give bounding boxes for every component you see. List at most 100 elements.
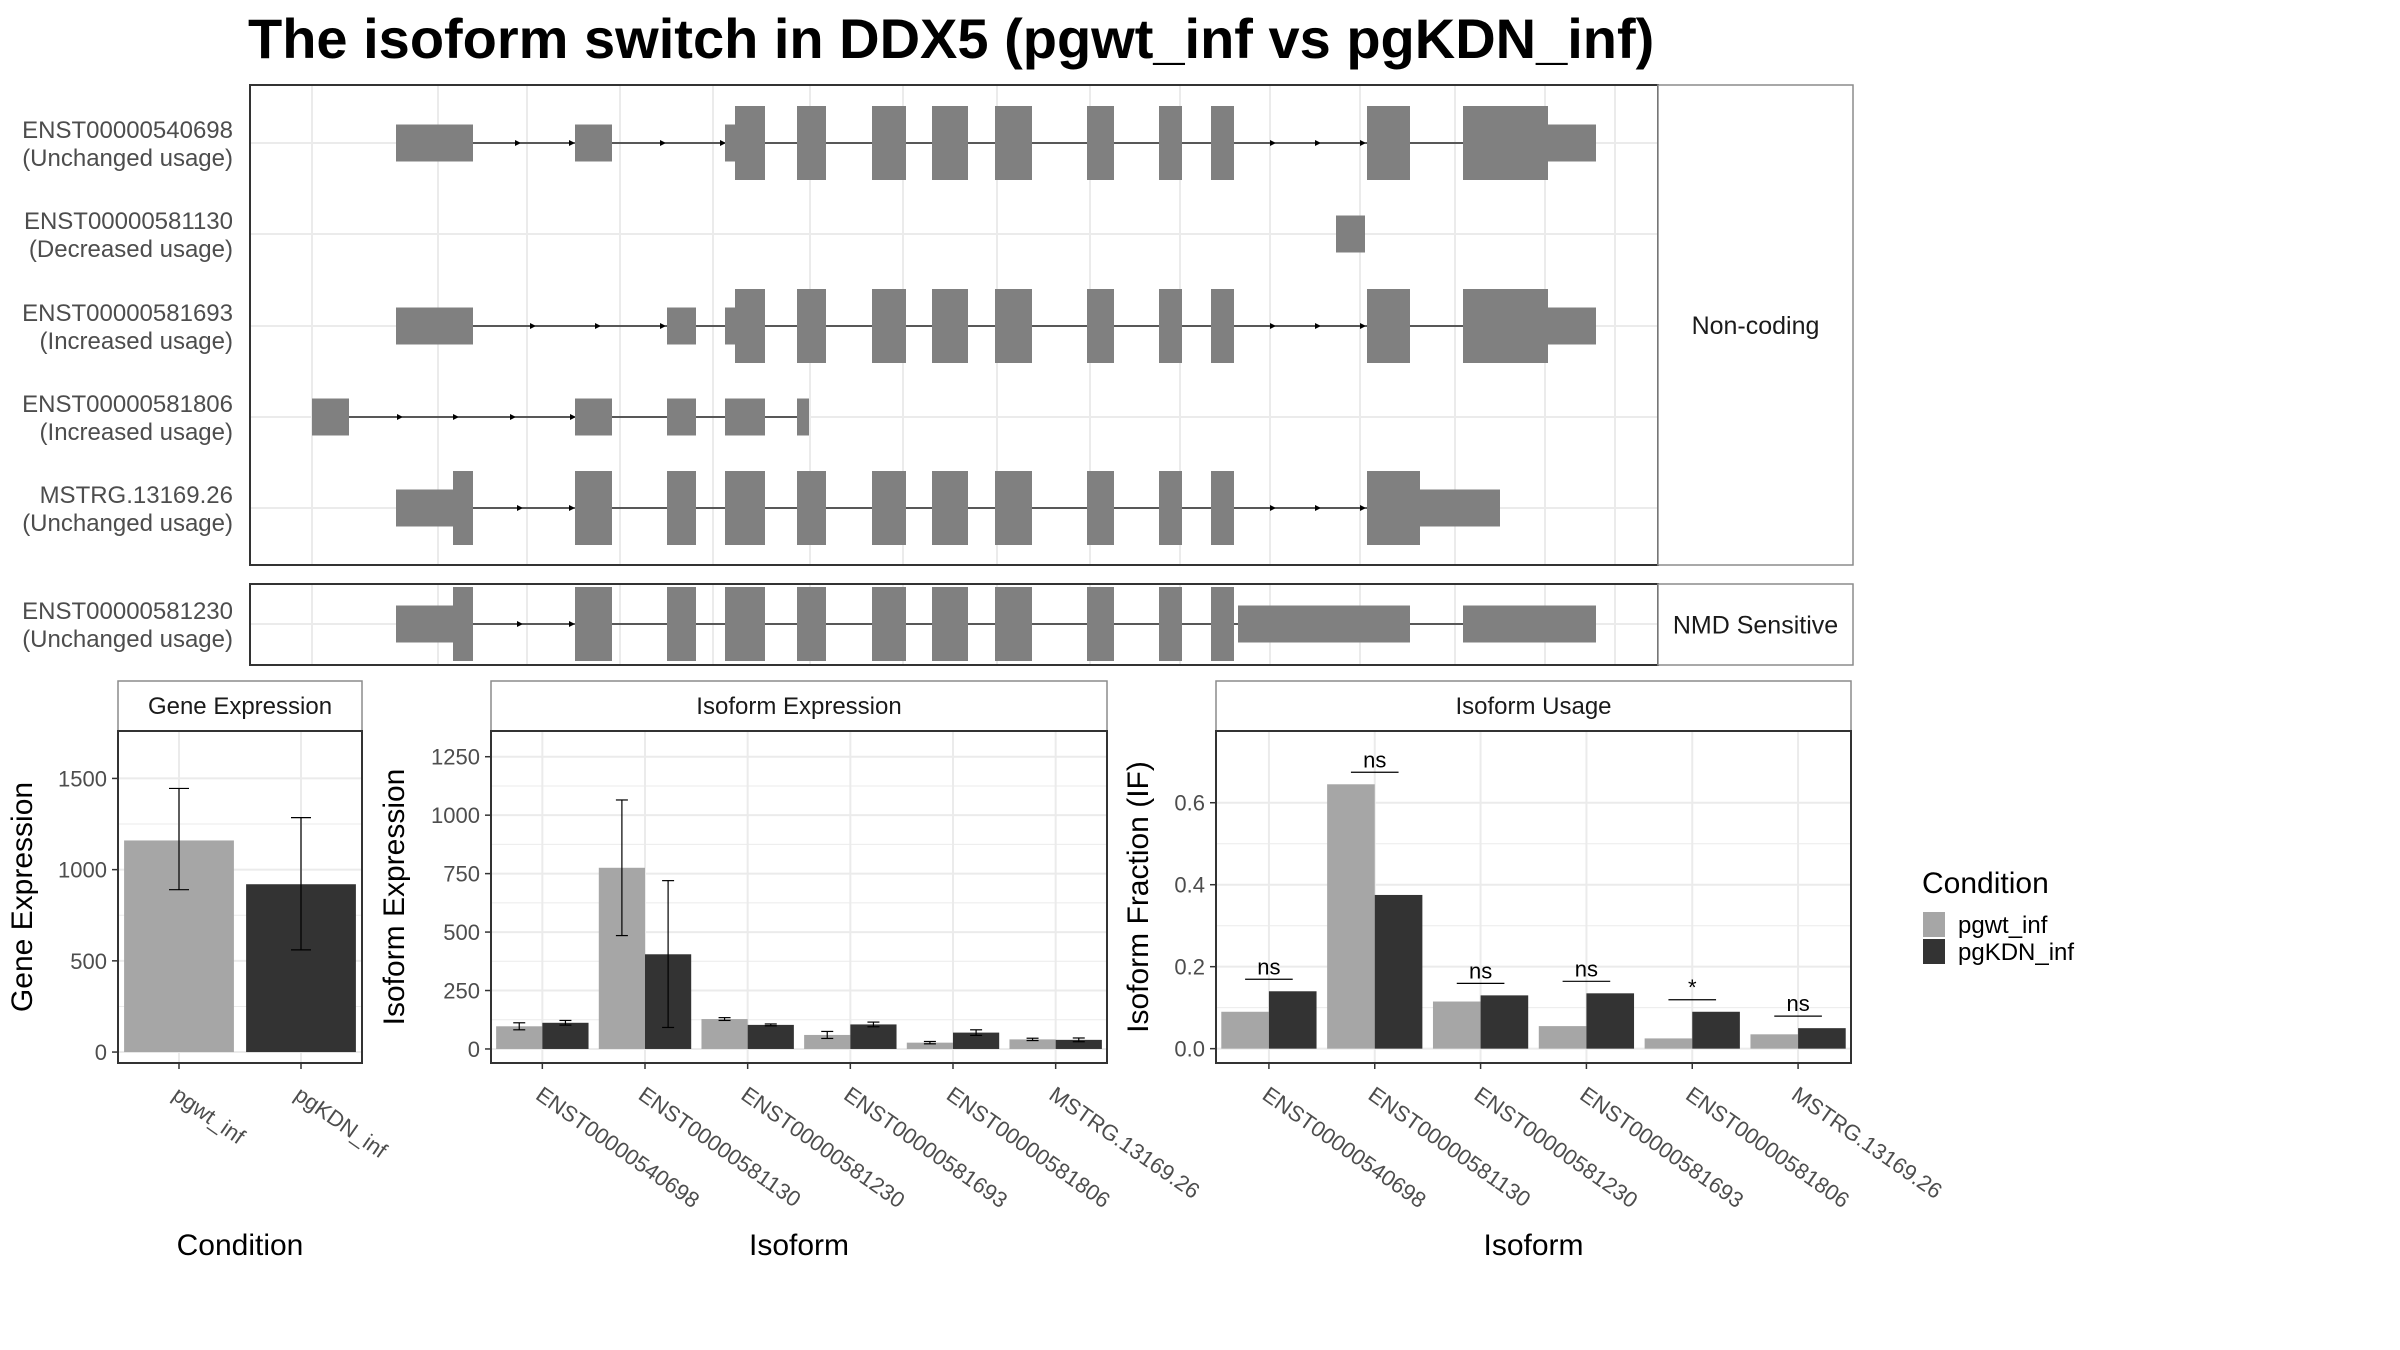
- intron-direction-arrow: [1270, 323, 1276, 329]
- significance-label: *: [1688, 975, 1697, 1000]
- structure-group-label: Non-coding: [1692, 312, 1820, 340]
- isoform-usage-label: (Decreased usage): [29, 236, 233, 263]
- isoform-usage-label: (Unchanged usage): [22, 145, 233, 172]
- exon-block: [575, 124, 612, 162]
- isoform-id-label: ENST00000540698: [22, 117, 233, 144]
- exon-block: [1211, 106, 1234, 180]
- plot-border: [490, 730, 1108, 1064]
- exon-block: [667, 398, 696, 436]
- panel-strip: [490, 680, 1108, 732]
- panel-strip-title: Gene Expression: [148, 693, 332, 720]
- exon-block: [797, 289, 826, 363]
- bar: [1750, 1034, 1799, 1049]
- significance-label: ns: [1469, 958, 1492, 983]
- y-tick-label: 1250: [431, 745, 480, 770]
- intron-direction-arrow: [1315, 505, 1321, 511]
- panel-strip: [117, 680, 363, 732]
- bar: [1692, 1011, 1740, 1049]
- exon-block: [1087, 587, 1114, 661]
- exon-block: [1159, 289, 1182, 363]
- bar: [850, 1024, 897, 1049]
- exon-block: [932, 587, 968, 661]
- bar: [1538, 1026, 1587, 1049]
- exon-block: [995, 587, 1032, 661]
- intron-direction-arrow: [515, 140, 521, 146]
- structure-group-strip: [1657, 583, 1854, 666]
- intron-direction-arrow: [1360, 140, 1366, 146]
- exon-block: [453, 587, 473, 661]
- exon-block: [872, 587, 906, 661]
- exon-block: [1238, 605, 1410, 643]
- intron-direction-arrow: [453, 414, 459, 420]
- bar: [1374, 894, 1423, 1049]
- plot-border: [117, 730, 363, 1064]
- intron-direction-arrow: [660, 323, 666, 329]
- structure-group-label: NMD Sensitive: [1673, 612, 1838, 640]
- exon-block: [995, 106, 1032, 180]
- exon-block: [725, 471, 765, 545]
- exon-block: [1336, 215, 1365, 253]
- bar: [1221, 1011, 1269, 1049]
- y-tick-label: 1000: [431, 803, 480, 828]
- isoform-usage-label: (Unchanged usage): [22, 626, 233, 653]
- exon-block: [1211, 587, 1234, 661]
- y-axis-title: Gene Expression: [6, 782, 39, 1012]
- bar: [1480, 995, 1529, 1049]
- exon-block: [725, 307, 735, 345]
- exon-block: [872, 106, 906, 180]
- bar: [1055, 1039, 1102, 1049]
- intron-direction-arrow: [510, 414, 516, 420]
- y-tick-label: 250: [443, 979, 480, 1004]
- exon-block: [1548, 124, 1596, 162]
- isoform-usage-label: (Increased usage): [40, 419, 233, 446]
- exon-block: [872, 471, 906, 545]
- panel-strip-title: Isoform Usage: [1455, 693, 1611, 720]
- isoform-id-label: ENST00000581230: [22, 598, 233, 625]
- exon-block: [396, 307, 473, 345]
- plot-area: [491, 731, 1107, 1063]
- figure-title: The isoform switch in DDX5 (pgwt_inf vs …: [248, 7, 1654, 70]
- exon-block: [1463, 106, 1548, 180]
- exon-block: [932, 106, 968, 180]
- intron-direction-arrow: [569, 505, 575, 511]
- significance-label: ns: [1363, 747, 1386, 772]
- intron-direction-arrow: [1270, 140, 1276, 146]
- exon-block: [1211, 471, 1234, 545]
- exon-block: [1159, 471, 1182, 545]
- intron-direction-arrow: [569, 621, 575, 627]
- exon-block: [797, 471, 826, 545]
- exon-block: [396, 489, 453, 527]
- exon-block: [932, 289, 968, 363]
- exon-block: [995, 471, 1032, 545]
- exon-block: [872, 289, 906, 363]
- x-tick-label: pgKDN_inf: [290, 1082, 392, 1164]
- bar: [1268, 991, 1317, 1049]
- bar: [542, 1022, 589, 1049]
- bar: [1009, 1039, 1056, 1049]
- exon-block: [396, 124, 473, 162]
- intron-direction-arrow: [595, 323, 601, 329]
- exon-block: [1367, 471, 1420, 545]
- bar: [953, 1032, 1000, 1049]
- exon-block: [1548, 307, 1596, 345]
- legend-swatch: [1923, 912, 1945, 937]
- isoform-usage-label: (Increased usage): [40, 328, 233, 355]
- exon-block: [797, 106, 826, 180]
- intron-direction-arrow: [530, 323, 536, 329]
- bar: [1798, 1028, 1846, 1049]
- bar: [1327, 784, 1375, 1049]
- y-axis-title: Isoform Expression: [378, 769, 411, 1026]
- exon-block: [1087, 471, 1114, 545]
- exon-block: [453, 471, 473, 545]
- isoform-expression-plot: Isoform Expression025050075010001250ENST…: [378, 680, 1204, 1262]
- intron-direction-arrow: [570, 414, 576, 420]
- bar: [747, 1024, 794, 1049]
- exon-block: [1211, 289, 1234, 363]
- exon-block: [932, 471, 968, 545]
- isoform-id-label: ENST00000581693: [22, 300, 233, 327]
- intron-direction-arrow: [1360, 505, 1366, 511]
- y-tick-label: 500: [70, 949, 107, 974]
